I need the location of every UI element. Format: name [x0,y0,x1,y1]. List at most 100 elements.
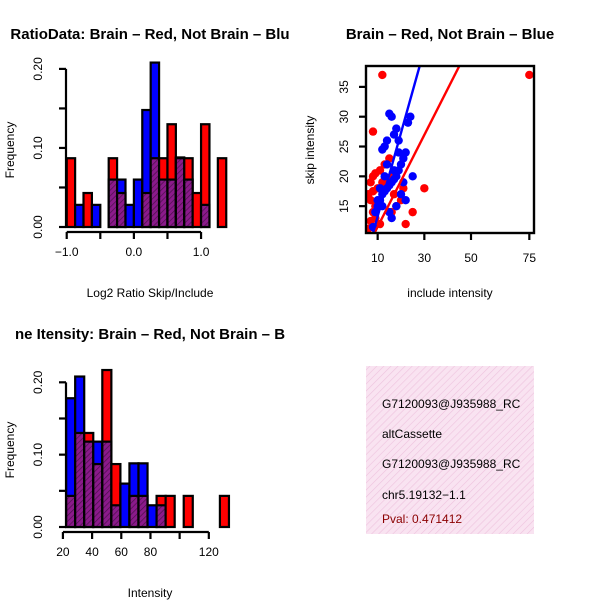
ratio-histogram-bars [65,61,228,229]
ratio-histogram-bar-overlap-9 [141,191,152,229]
intensity-histogram-bar-overlap-4 [101,440,113,529]
intensity-histogram-x-tick-label-4: 120 [199,545,219,559]
scatter-point-red-19 [420,184,429,193]
scatter-point-blue-28 [396,190,406,199]
scatter-axes: 10 30 50 75 15 20 25 30 35 [337,64,537,265]
ratio-histogram-bar-overlap-10 [149,157,161,229]
info-event-type: altCassette [382,427,442,441]
scatter-point-blue-18 [387,112,396,121]
intensity-histogram-bar-overlap-8 [137,494,149,529]
intensity-histogram-bar-overlap-5 [110,504,122,529]
info-probe-id: G7120093@J935988_RC [382,397,521,411]
intensity-histogram-bars [65,368,231,529]
ratio-histogram-bar-overlap-14 [183,178,194,229]
ratio-histogram-bar-blue-3 [90,203,102,229]
scatter-point-blue-29 [401,195,410,205]
scatter-x-tick-label-1: 30 [418,251,432,265]
ratio-histogram-bar-overlap-6 [115,191,127,229]
scatter-point-blue-38 [408,172,417,181]
scatter-fit-line-red [373,66,461,233]
intensity-histogram-bar-blue-9 [146,504,158,529]
info-panel: G7120093@J935988_RC altCassette G7120093… [366,366,534,534]
scatter-fit-line-blue [371,66,421,233]
ratio-histogram-bar-overlap-5 [107,178,119,229]
intensity-histogram-y-tick-label-1: 0.10 [31,443,45,467]
ratio-histogram-x-tick-label-1: 0.0 [126,245,143,259]
ratio-histogram-ylabel: Frequency [3,122,17,179]
intensity-histogram-bar-overlap-1 [74,431,86,529]
scatter-point-blue-16 [382,136,392,145]
ratio-histogram-title: RatioData: Brain – Red, Not Brain – Blu [10,26,289,43]
intensity-histogram-y-tick-label-2: 0.20 [31,370,45,394]
scatter-point-blue-31 [387,213,396,223]
scatter-point-blue-26 [375,184,385,193]
intensity-histogram-x-tick-label-1: 40 [85,545,99,559]
info-location: chr5.19132−1.1 [382,488,466,502]
info-pval: Pval: 0.471412 [382,512,462,526]
intensity-histogram-title: ne Itensity: Brain – Red, Not Brain – B [15,326,285,343]
ratio-histogram-y-tick-label-2: 0.20 [31,57,45,81]
scatter-point-red-13 [375,166,385,175]
intensity-histogram-panel: ne Itensity: Brain – Red, Not Brain – B … [3,326,285,600]
scatter-x-tick-label-0: 10 [371,251,385,265]
scatter-point-red-16 [368,127,378,136]
ratio-histogram-y-tick-label-0: 0.00 [31,215,45,239]
ratio-histogram-x-tick-label-2: 1.0 [193,245,210,259]
intensity-scatter-panel: Brain – Red, Not Brain – Blue include in… [303,26,554,300]
scatter-point-red-18 [525,70,534,80]
ratio-histogram-axes: −1.0 0.0 1.0 0.00 0.10 0.20 [31,57,210,259]
ratio-histogram-xlabel: Log2 Ratio Skip/Include [87,286,214,300]
intensity-histogram-bar-blue-6 [119,482,131,529]
scatter-y-tick-label-4: 35 [337,80,351,94]
scatter-plot-area [366,66,534,233]
intensity-histogram-y-tick-label-0: 0.00 [31,515,45,539]
intensity-histogram-bar-overlap-0 [65,494,77,529]
intensity-histogram-ylabel: Frequency [3,422,17,479]
ratio-histogram-bar-red-2 [82,191,94,229]
ratio-histogram-bar-overlap-13 [174,157,186,229]
info-probe-id-2: G7120093@J935988_RC [382,457,521,471]
scatter-ylabel: skip intensity [303,116,317,185]
ratio-histogram-bar-overlap-16 [199,203,211,229]
intensity-histogram-bar-red-11 [164,494,176,529]
intensity-histogram-bar-overlap-10 [155,504,167,529]
scatter-point-red-20 [401,219,410,229]
scatter-point-blue-23 [406,112,415,121]
scatter-xlabel: include intensity [407,286,492,300]
scatter-point-blue-27 [380,172,389,181]
ratio-histogram-bar-red-18 [216,157,228,229]
scatter-y-tick-label-2: 25 [337,140,351,154]
intensity-histogram-bar-red-13 [182,494,194,529]
ratio-histogram-y-tick-label-1: 0.10 [31,136,45,160]
scatter-x-tick-label-3: 75 [523,251,537,265]
ratio-histogram-panel: RatioData: Brain – Red, Not Brain – Blu … [3,26,290,300]
scatter-y-tick-label-3: 30 [337,110,351,124]
scatter-x-tick-label-2: 50 [464,251,478,265]
intensity-histogram-xlabel: Intensity [128,586,173,600]
scatter-point-blue-20 [389,130,399,139]
scatter-y-tick-label-1: 20 [337,169,351,183]
scatter-point-blue-24 [378,145,387,154]
scatter-y-tick-label-0: 15 [337,199,351,213]
ratio-histogram-bar-red-0 [65,157,77,229]
scatter-point-blue-36 [382,160,392,169]
scatter-point-red-22 [408,207,417,217]
ratio-histogram-x-tick-label-0: −1.0 [55,245,79,259]
intensity-histogram-x-tick-label-3: 80 [144,545,158,559]
ratio-histogram-bar-blue-7 [124,203,135,229]
scatter-point-blue-32 [392,201,401,211]
intensity-histogram-bar-overlap-3 [92,462,104,529]
scatter-frame [364,64,536,235]
ratio-histogram-bar-red-15 [191,191,203,229]
intensity-histogram-x-tick-label-0: 20 [56,545,70,559]
scatter-point-blue-25 [373,195,382,205]
ratio-histogram-bar-blue-8 [132,178,144,229]
intensity-histogram-bar-red-17 [218,494,231,529]
scatter-point-red-17 [378,70,387,80]
scatter-point-blue-14 [401,148,410,157]
intensity-histogram-x-tick-label-2: 60 [115,545,129,559]
ratio-histogram-bar-overlap-11 [157,178,169,229]
ratio-histogram-bar-blue-1 [74,203,85,229]
ratio-histogram-bar-overlap-12 [166,178,177,229]
